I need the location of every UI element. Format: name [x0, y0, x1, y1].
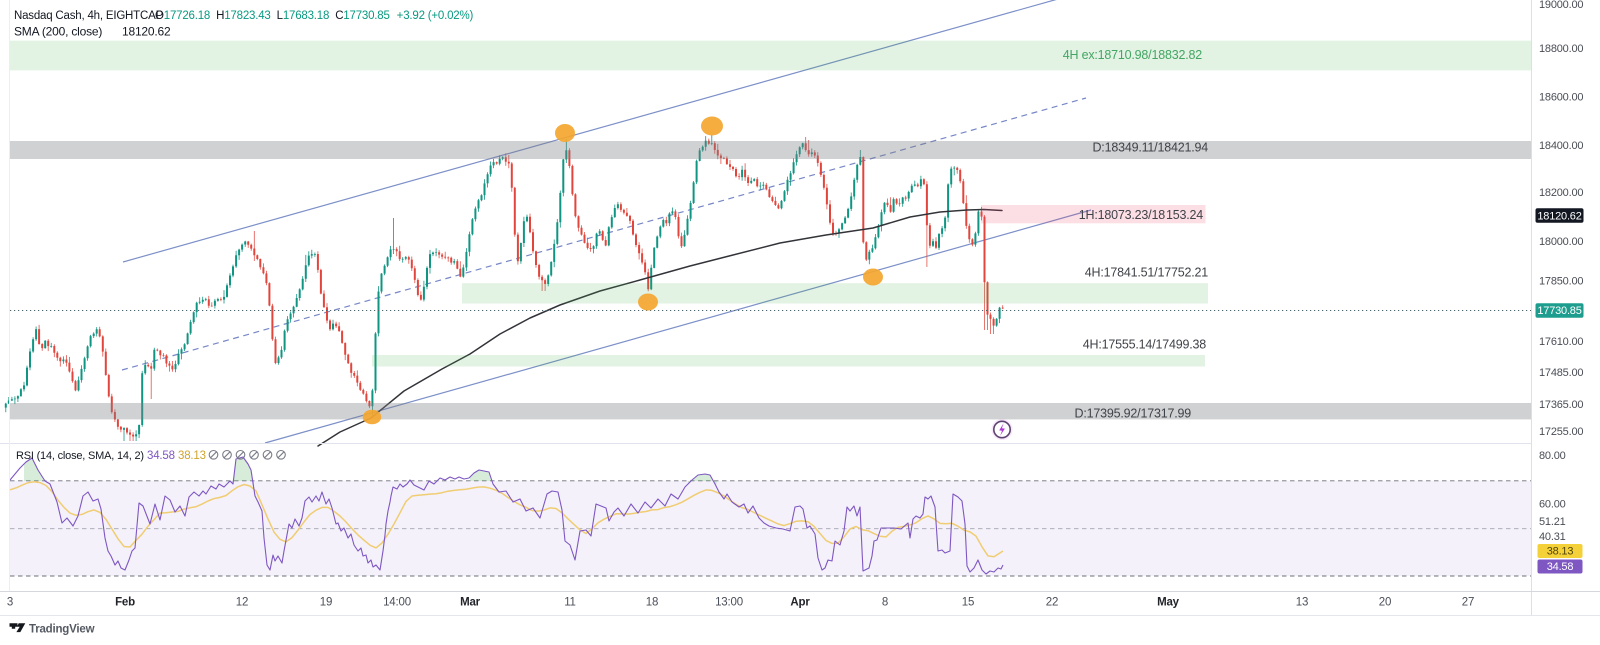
svg-text:80.00: 80.00 [1539, 450, 1566, 462]
svg-text:3: 3 [7, 597, 13, 609]
svg-text:38.13: 38.13 [1547, 546, 1574, 558]
svg-text:8: 8 [882, 597, 888, 609]
svg-text:TradingView: TradingView [29, 624, 95, 636]
svg-text:40.31: 40.31 [1539, 531, 1566, 543]
svg-text:18120.62: 18120.62 [122, 25, 171, 39]
svg-text:Apr: Apr [790, 597, 810, 609]
svg-text:18120.62: 18120.62 [1537, 210, 1581, 222]
svg-text:Mar: Mar [460, 597, 481, 609]
svg-text:34.58: 34.58 [1547, 561, 1574, 573]
svg-text:15: 15 [962, 597, 974, 609]
svg-text:11: 11 [564, 597, 576, 609]
svg-text:1H:18073.23/18153.24: 1H:18073.23/18153.24 [1079, 208, 1203, 222]
svg-text:17850.00: 17850.00 [1539, 276, 1583, 288]
svg-text:D:17395.92/17317.99: D:17395.92/17317.99 [1075, 407, 1192, 421]
svg-text:18600.00: 18600.00 [1539, 92, 1583, 104]
svg-text:Nasdaq Cash, 4h, EIGHTCAP: Nasdaq Cash, 4h, EIGHTCAP [14, 10, 164, 22]
svg-text:13:00: 13:00 [715, 597, 743, 609]
svg-text:19000.00: 19000.00 [1539, 0, 1583, 11]
svg-text:SMA (200, close): SMA (200, close) [14, 25, 102, 39]
svg-text:4H:17841.51/17752.21: 4H:17841.51/17752.21 [1085, 266, 1208, 280]
svg-text:22: 22 [1046, 597, 1058, 609]
svg-text:60.00: 60.00 [1539, 499, 1566, 511]
svg-text:18400.00: 18400.00 [1539, 140, 1583, 152]
svg-text:17610.00: 17610.00 [1539, 336, 1583, 348]
svg-text:17485.00: 17485.00 [1539, 367, 1583, 379]
svg-text:Feb: Feb [115, 597, 135, 609]
svg-text:12: 12 [236, 597, 248, 609]
svg-text:51.21: 51.21 [1539, 516, 1566, 528]
svg-text:19: 19 [320, 597, 332, 609]
svg-text:4H:17555.14/17499.38: 4H:17555.14/17499.38 [1083, 338, 1206, 352]
svg-text:May: May [1157, 597, 1180, 609]
svg-text:RSI (14, close, SMA, 14, 2): RSI (14, close, SMA, 14, 2) [16, 450, 144, 462]
svg-text:18800.00: 18800.00 [1539, 43, 1583, 55]
svg-text:20: 20 [1379, 597, 1391, 609]
svg-text:27: 27 [1462, 597, 1474, 609]
svg-text:13: 13 [1296, 597, 1308, 609]
svg-text:34.58: 34.58 [147, 450, 175, 462]
svg-text:17255.00: 17255.00 [1539, 426, 1583, 438]
svg-text:17365.00: 17365.00 [1539, 399, 1583, 411]
svg-text:18200.00: 18200.00 [1539, 187, 1583, 199]
svg-text:D:18349.11/18421.94: D:18349.11/18421.94 [1092, 141, 1208, 155]
svg-text:14:00: 14:00 [383, 597, 411, 609]
svg-text:18: 18 [646, 597, 658, 609]
svg-text:4H ex:18710.98/18832.82: 4H ex:18710.98/18832.82 [1063, 48, 1203, 62]
svg-text:17730.85: 17730.85 [1537, 305, 1581, 317]
svg-text:18000.00: 18000.00 [1539, 236, 1583, 248]
svg-text:38.13: 38.13 [178, 450, 206, 462]
